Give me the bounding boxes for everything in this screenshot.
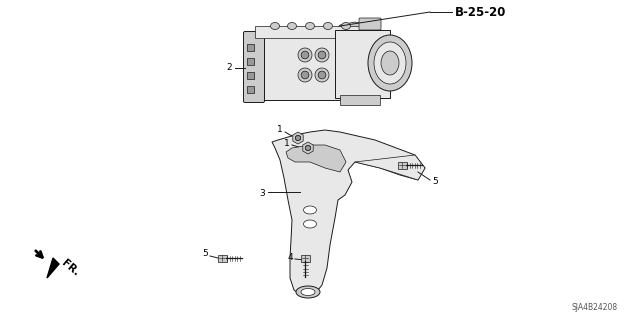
Bar [335,30,390,98]
Ellipse shape [303,206,317,214]
Polygon shape [286,145,346,172]
Ellipse shape [301,288,315,295]
Ellipse shape [305,23,314,29]
Polygon shape [272,130,425,296]
Text: FR.: FR. [60,258,81,278]
Ellipse shape [368,35,412,91]
Bar [247,86,254,93]
Polygon shape [296,135,300,141]
Ellipse shape [381,51,399,75]
Bar [218,255,227,262]
Bar [301,255,310,262]
Ellipse shape [303,220,317,228]
Polygon shape [303,142,313,154]
Text: SJA4B24208: SJA4B24208 [572,303,618,312]
Polygon shape [293,132,303,144]
FancyBboxPatch shape [243,32,264,102]
Text: 2: 2 [227,63,232,72]
Bar [340,95,380,105]
Bar [398,162,407,169]
Text: 4: 4 [287,254,293,263]
Circle shape [301,71,309,79]
Ellipse shape [374,42,406,84]
FancyBboxPatch shape [359,18,381,30]
Circle shape [298,68,312,82]
Bar [255,26,380,38]
Text: 1: 1 [284,138,290,147]
Polygon shape [47,258,59,278]
Ellipse shape [271,23,280,29]
Ellipse shape [296,286,320,298]
Polygon shape [355,155,425,180]
Circle shape [295,135,301,141]
Polygon shape [260,22,380,35]
Circle shape [318,71,326,79]
Text: B-25-20: B-25-20 [455,5,506,19]
Circle shape [298,48,312,62]
Ellipse shape [342,23,351,29]
Polygon shape [306,145,310,151]
Ellipse shape [287,23,296,29]
Circle shape [315,68,329,82]
Circle shape [305,145,310,151]
Text: 1: 1 [277,125,283,135]
Ellipse shape [323,23,333,29]
Text: 5: 5 [202,249,208,258]
Bar [247,44,254,51]
Circle shape [301,51,309,59]
Circle shape [315,48,329,62]
Bar [255,35,340,100]
Text: 5: 5 [432,177,438,187]
Bar [247,58,254,65]
Bar [247,72,254,79]
Circle shape [315,147,325,157]
Text: 3: 3 [259,189,265,197]
Circle shape [318,51,326,59]
